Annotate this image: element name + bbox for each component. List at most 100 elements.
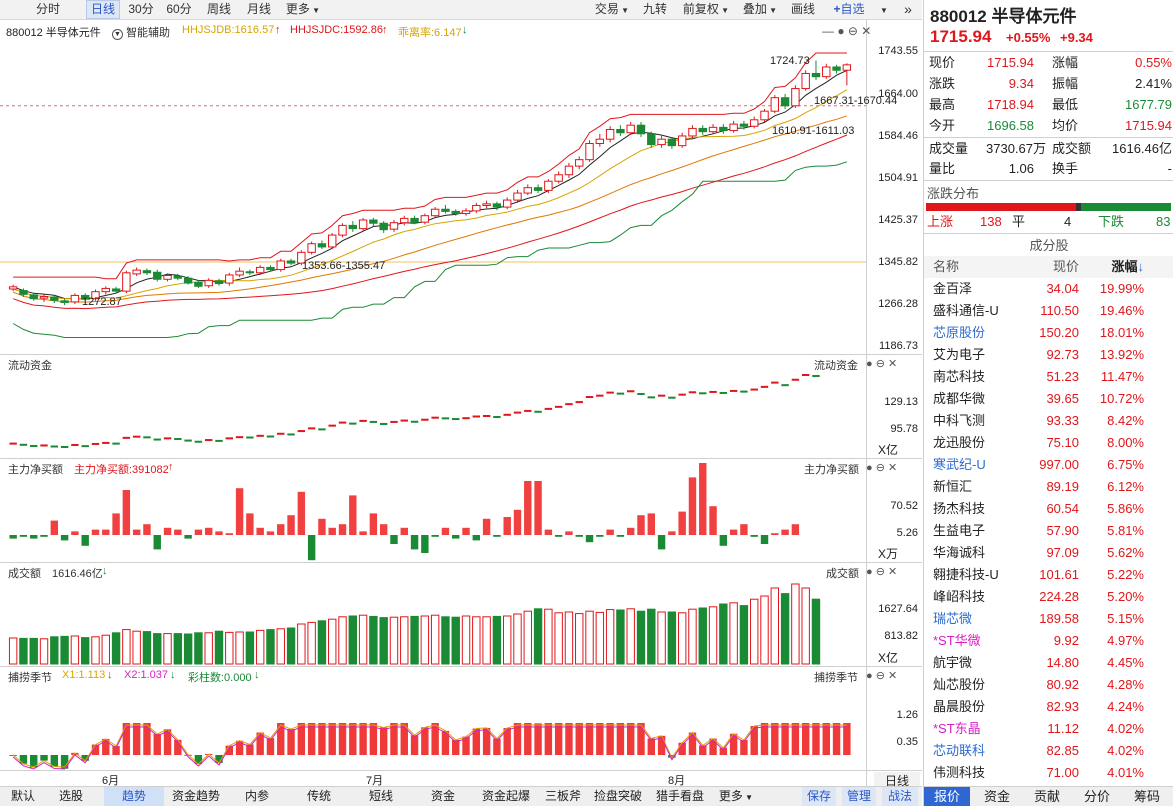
tab-chips[interactable]: 筹码 [1133, 789, 1160, 804]
header-name[interactable]: 名称 [933, 259, 960, 274]
season-bar [544, 723, 553, 755]
period-indicator[interactable]: 日线 [874, 772, 920, 788]
list-item[interactable]: 伟测科技 71.00 4.01% [924, 762, 1173, 784]
season-bar [524, 723, 532, 755]
season-bar [390, 723, 398, 755]
tab-more[interactable]: 更多 ▼ [282, 0, 324, 19]
list-item[interactable]: 瑞芯微 189.58 5.15% [924, 608, 1173, 630]
list-item[interactable]: 华海诚科 97.09 5.62% [924, 542, 1173, 564]
volume-bar [420, 615, 430, 665]
tab-breakout[interactable]: 捡盘突破 [593, 789, 642, 803]
list-item[interactable]: 芯原股份 150.20 18.01% [924, 322, 1173, 344]
panel-controls[interactable]: ● ⊖ ✕ [866, 670, 898, 682]
flow-segment [441, 417, 450, 420]
more-label: 更多 [718, 789, 743, 803]
flow-segment [452, 418, 460, 421]
list-item[interactable]: 生益电子 57.90 5.81% [924, 520, 1173, 542]
list-item[interactable]: 灿芯股份 80.92 4.28% [924, 674, 1173, 696]
list-item[interactable]: 新恒汇 89.19 6.12% [924, 476, 1173, 498]
tab-60min[interactable]: 60分 [166, 2, 192, 16]
volume-bar [575, 613, 584, 665]
season-bar [452, 740, 460, 755]
list-item[interactable]: 晶晨股份 82.93 4.24% [924, 696, 1173, 718]
candle-body [358, 219, 368, 230]
collapse-arrows-icon[interactable]: » [904, 1, 912, 17]
stock-name: 翱捷科技-U [933, 567, 999, 582]
list-item[interactable]: 寒武纪-U 997.00 6.75% [924, 454, 1173, 476]
list-item[interactable]: 芯动联科 82.85 4.02% [924, 740, 1173, 762]
button-nine-turn[interactable]: 九转 [642, 2, 667, 16]
tab-stock-pick[interactable]: 选股 [58, 789, 83, 803]
list-item[interactable]: 翱捷科技-U 101.61 5.22% [924, 564, 1173, 586]
flow-segment [318, 428, 326, 431]
flow-segment [277, 432, 285, 435]
candle-body [266, 266, 275, 271]
button-save[interactable]: 保存 [802, 787, 836, 806]
tab-default[interactable]: 默认 [10, 789, 35, 803]
list-item[interactable]: 峰岹科技 224.28 5.20% [924, 586, 1173, 608]
tab-capital[interactable]: 资金 [983, 789, 1010, 804]
list-item[interactable]: 艾为电子 92.73 13.92% [924, 344, 1173, 366]
panel-controls[interactable]: ● ⊖ ✕ [866, 358, 898, 370]
tab-three-axes[interactable]: 三板斧 [544, 789, 581, 803]
tab-short-term[interactable]: 短线 [368, 789, 393, 803]
tab-contribution[interactable]: 贡献 [1033, 789, 1060, 804]
panel-controls[interactable]: ● ⊖ ✕ [866, 462, 898, 474]
ma5-line [12, 69, 848, 300]
tab-capital-explode[interactable]: 资金起爆 [481, 789, 530, 803]
tab-weekly[interactable]: 周线 [206, 2, 231, 16]
menu-trade[interactable]: 交易 ▼ [590, 0, 634, 19]
tab-daily[interactable]: 日线 [86, 0, 120, 19]
flow-segment [699, 392, 707, 395]
tab-price-dist[interactable]: 分价 [1083, 789, 1110, 804]
tab-capital-trend[interactable]: 资金趋势 [171, 789, 220, 803]
tab-intraday[interactable]: 分时 [35, 2, 60, 16]
season-bar [575, 723, 583, 755]
stock-price: 189.58 [1039, 611, 1079, 626]
list-item[interactable]: 扬杰科技 60.54 5.86% [924, 498, 1173, 520]
candle-body [70, 294, 80, 303]
watchlist-dropdown[interactable]: ▼ [876, 0, 892, 19]
tab-monthly[interactable]: 月线 [246, 2, 271, 16]
tab-more-indicators[interactable]: 更多 ▼ [714, 787, 758, 806]
tab-capital[interactable]: 资金 [430, 789, 455, 803]
menu-overlay[interactable]: 叠加 ▼ [738, 0, 782, 19]
net-bar [143, 524, 151, 535]
button-add-watchlist[interactable]: +自选 [824, 0, 874, 19]
list-item[interactable]: 航宇微 14.80 4.45% [924, 652, 1173, 674]
tab-trend[interactable]: 趋势 [104, 787, 164, 806]
panel-controls[interactable]: ● ⊖ ✕ [866, 566, 898, 578]
flow-segment [163, 437, 172, 440]
tab-insider[interactable]: 内参 [244, 789, 269, 803]
list-item[interactable]: 龙迅股份 75.10 8.00% [924, 432, 1173, 454]
list-item[interactable]: 盛科通信-U 110.50 19.46% [924, 300, 1173, 322]
tab-30min[interactable]: 30分 [128, 2, 154, 16]
button-strategy[interactable]: 战法 [882, 787, 918, 806]
list-item[interactable]: 中科飞测 93.33 8.42% [924, 410, 1173, 432]
list-item[interactable]: *ST东晶 11.12 4.02% [924, 718, 1173, 740]
list-item[interactable]: *ST华微 9.92 4.97% [924, 630, 1173, 652]
net-panel-right-title: 主力净买额 [804, 464, 859, 476]
tab-traditional[interactable]: 传统 [306, 789, 331, 803]
y-tick: 1664.00 [878, 88, 918, 100]
up-arrow-icon: ↑ [382, 24, 388, 36]
header-price[interactable]: 现价 [1052, 259, 1079, 274]
volume-bar [225, 631, 234, 665]
quote-pct: +0.55% [1006, 30, 1051, 45]
header-pct[interactable]: 涨幅↓ [1094, 256, 1144, 278]
button-manage[interactable]: 管理 [842, 787, 876, 806]
chart-area[interactable] [0, 20, 922, 786]
volume-bar [122, 629, 131, 665]
panel-controls[interactable]: — ● ⊖ ✕ [822, 24, 872, 38]
list-item[interactable]: 成都华微 39.65 10.72% [924, 388, 1173, 410]
menu-adjust[interactable]: 前复权 ▼ [678, 0, 734, 19]
list-item[interactable]: 南芯科技 51.23 11.47% [924, 366, 1173, 388]
button-draw[interactable]: 画线 [790, 2, 815, 16]
assist-toggle[interactable]: ▼ 智能辅助 [112, 24, 170, 40]
candle-body [554, 174, 563, 182]
net-bar [678, 511, 686, 535]
list-item[interactable]: 金百泽 34.04 19.99% [924, 278, 1173, 300]
tab-quote[interactable]: 报价 [924, 787, 970, 806]
tab-hunter[interactable]: 猎手看盘 [655, 789, 704, 803]
volume-bar [204, 632, 213, 665]
